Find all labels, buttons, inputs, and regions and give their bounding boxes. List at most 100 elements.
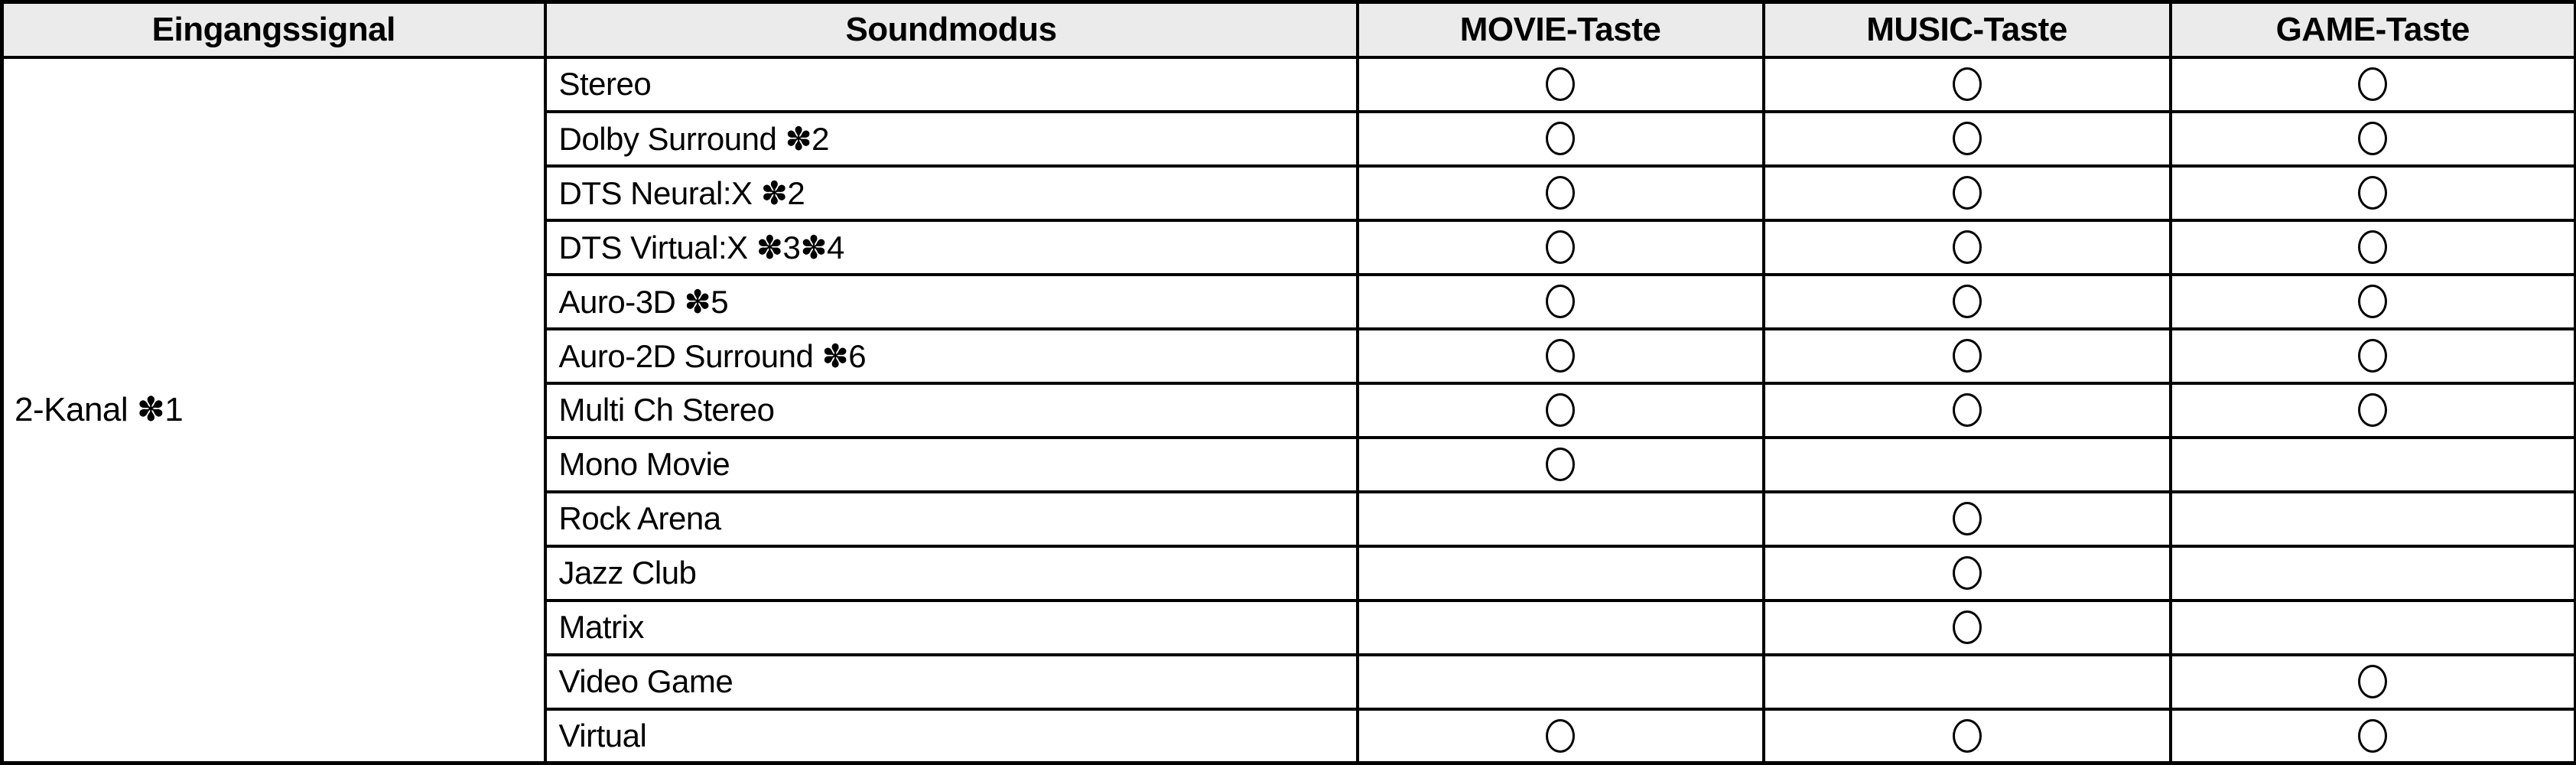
supported-circle-icon: [1952, 556, 1982, 590]
table-body: 2-Kanal ✽1 Stereo Dolby Surround ✽2 DTS N…: [0, 55, 2576, 765]
supported-circle-icon: [2358, 665, 2388, 698]
music-mark-cell: [1761, 653, 2172, 711]
movie-mark-cell: [1355, 653, 1765, 711]
header-music-button: MUSIC-Taste: [1761, 0, 2172, 59]
supported-circle-icon: [1546, 122, 1575, 155]
movie-mark-cell: [1355, 707, 1765, 765]
movie-mark-cell: [1355, 272, 1765, 330]
music-mark-cell: [1761, 435, 2172, 493]
table-row: Dolby Surround ✽2: [2, 109, 2576, 168]
game-mark-cell: [2168, 272, 2576, 330]
table-row: Video Game: [2, 653, 2576, 711]
movie-mark-cell: [1355, 218, 1765, 276]
game-mark-cell: [2168, 218, 2576, 276]
table-row: Virtual: [2, 707, 2576, 765]
supported-circle-icon: [1952, 176, 1982, 210]
game-mark-cell: [2168, 598, 2576, 656]
sound-mode-cell: Dolby Surround ✽2: [543, 109, 1359, 168]
table-row: Jazz Club: [2, 544, 2576, 602]
movie-mark-cell: [1355, 598, 1765, 656]
supported-circle-icon: [2358, 718, 2388, 753]
header-movie-button: MOVIE-Taste: [1355, 0, 1765, 59]
sound-mode-cell: Auro-2D Surround ✽6: [543, 327, 1359, 385]
sound-mode-cell: Video Game: [543, 653, 1359, 711]
table-row: DTS Virtual:X ✽3✽4: [2, 218, 2576, 276]
supported-circle-icon: [2358, 285, 2388, 318]
game-mark-cell: [2168, 381, 2576, 439]
header-input-signal: Eingangssignal: [0, 0, 547, 59]
music-mark-cell: [1761, 707, 2172, 765]
movie-mark-cell: [1355, 435, 1765, 493]
music-mark-cell: [1761, 218, 2172, 276]
game-mark-cell: [2168, 55, 2576, 113]
supported-circle-icon: [1952, 339, 1982, 373]
supported-circle-icon: [2358, 122, 2388, 155]
sound-mode-cell: Matrix: [543, 598, 1359, 656]
sound-mode-cell: DTS Neural:X ✽2: [543, 164, 1359, 222]
table-row: Auro-2D Surround ✽6: [2, 327, 2576, 385]
sound-mode-cell: Mono Movie: [543, 435, 1359, 493]
sound-mode-cell: DTS Virtual:X ✽3✽4: [543, 218, 1359, 276]
table-row: Matrix: [2, 598, 2576, 656]
supported-circle-icon: [1546, 176, 1575, 210]
table-row: Mono Movie: [2, 435, 2576, 493]
game-mark-cell: [2168, 109, 2576, 168]
supported-circle-icon: [1952, 285, 1982, 318]
supported-circle-icon: [2358, 230, 2388, 264]
music-mark-cell: [1761, 490, 2172, 548]
movie-mark-cell: [1355, 381, 1765, 439]
music-mark-cell: [1761, 55, 2172, 113]
supported-circle-icon: [1546, 448, 1575, 481]
sound-mode-cell: Rock Arena: [543, 490, 1359, 548]
table-row: 2-Kanal ✽1 Stereo: [0, 55, 2576, 765]
supported-circle-icon: [1952, 718, 1982, 753]
supported-circle-icon: [1952, 502, 1982, 536]
sound-mode-cell: Virtual: [543, 707, 1359, 765]
supported-circle-icon: [1546, 285, 1575, 318]
supported-circle-icon: [1546, 230, 1575, 264]
music-mark-cell: [1761, 381, 2172, 439]
supported-circle-icon: [1952, 67, 1982, 101]
supported-circle-icon: [2358, 67, 2388, 101]
supported-circle-icon: [2358, 339, 2388, 373]
movie-mark-cell: [1355, 164, 1765, 222]
game-mark-cell: [2168, 435, 2576, 493]
movie-mark-cell: [1355, 55, 1765, 113]
movie-mark-cell: [1355, 490, 1765, 548]
header-sound-mode: Soundmodus: [543, 0, 1359, 59]
supported-circle-icon: [1546, 393, 1575, 427]
movie-mark-cell: [1355, 544, 1765, 602]
game-mark-cell: [2168, 327, 2576, 385]
input-signal-cell: 2-Kanal ✽1: [0, 55, 547, 765]
music-mark-cell: [1761, 327, 2172, 385]
sound-mode-cell: Stereo: [543, 55, 1359, 113]
supported-circle-icon: [1952, 122, 1982, 155]
sound-mode-cell: Auro-3D ✽5: [543, 272, 1359, 330]
music-mark-cell: [1761, 164, 2172, 222]
music-mark-cell: [1761, 598, 2172, 656]
supported-circle-icon: [1952, 393, 1982, 427]
movie-mark-cell: [1355, 109, 1765, 168]
game-mark-cell: [2168, 707, 2576, 765]
music-mark-cell: [1761, 109, 2172, 168]
table-row: DTS Neural:X ✽2: [2, 164, 2576, 222]
game-mark-cell: [2168, 544, 2576, 602]
game-mark-cell: [2168, 490, 2576, 548]
table-row: Rock Arena: [2, 490, 2576, 548]
supported-circle-icon: [2358, 176, 2388, 210]
table-row: Auro-3D ✽5: [2, 272, 2576, 330]
header-game-button: GAME-Taste: [2168, 0, 2576, 59]
sound-mode-cell: Jazz Club: [543, 544, 1359, 602]
music-mark-cell: [1761, 272, 2172, 330]
table-row: Multi Ch Stereo: [2, 381, 2576, 439]
game-mark-cell: [2168, 653, 2576, 711]
supported-circle-icon: [1952, 230, 1982, 264]
music-mark-cell: [1761, 544, 2172, 602]
game-mark-cell: [2168, 164, 2576, 222]
header-row: Eingangssignal Soundmodus MOVIE-Taste MU…: [0, 0, 2576, 59]
supported-circle-icon: [1952, 610, 1982, 644]
supported-circle-icon: [1546, 718, 1575, 753]
supported-circle-icon: [1546, 339, 1575, 373]
supported-circle-icon: [1546, 67, 1575, 101]
